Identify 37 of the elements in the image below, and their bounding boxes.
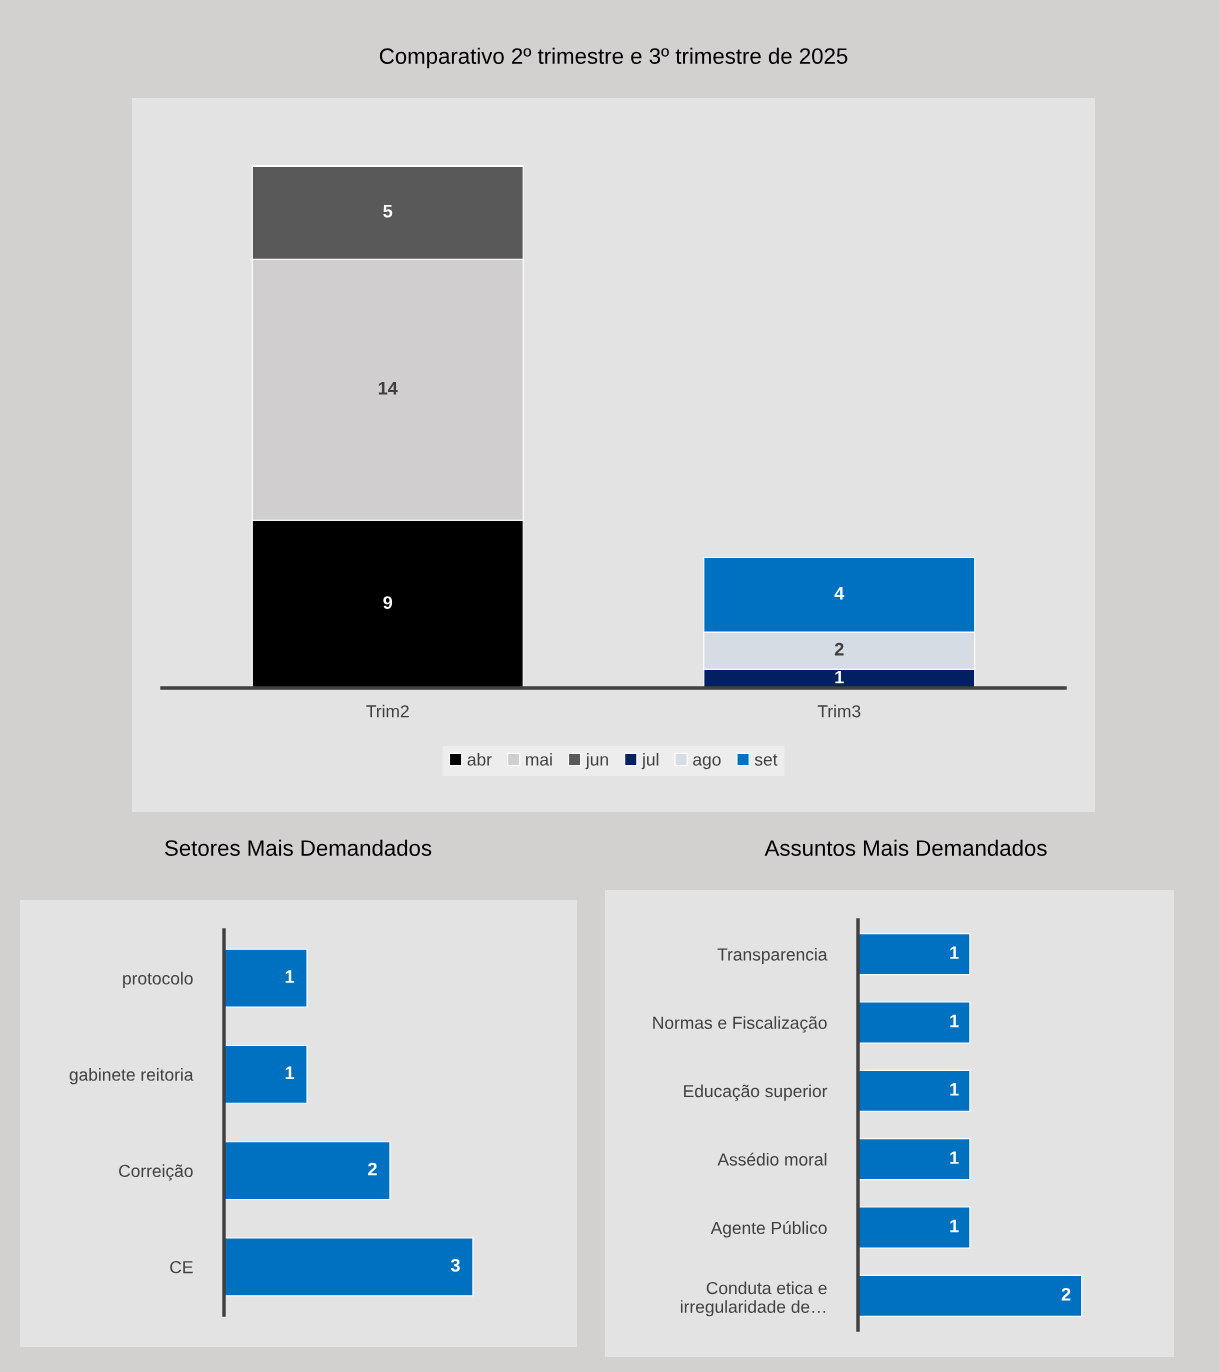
- y-tick-label: CE: [170, 1261, 193, 1274]
- y-tick-label: protocolo: [123, 971, 193, 989]
- data-label: 2: [834, 642, 844, 656]
- data-label: 1: [285, 970, 295, 983]
- y-tick-label: Assédio moral: [717, 1152, 827, 1166]
- data-label: 9: [383, 596, 393, 609]
- data-label: 1: [950, 946, 959, 959]
- chart-title: Assuntos Mais Demandados: [764, 839, 1047, 856]
- y-tick-label: Educação superior: [684, 1084, 828, 1101]
- data-label: 4: [834, 587, 845, 600]
- legend-label: set: [754, 754, 778, 766]
- data-label: 3: [450, 1258, 460, 1272]
- data-label: 2: [368, 1162, 377, 1176]
- legend-label: jul: [641, 752, 659, 770]
- data-label: 1: [835, 670, 844, 684]
- data-label: 2: [1061, 1287, 1071, 1301]
- legend-label: mai: [526, 752, 552, 766]
- data-label: 1: [950, 1083, 959, 1096]
- data-label: 14: [378, 382, 398, 395]
- chart-title: Comparativo 2º trimestre e 3º trimestre de 2025: [379, 47, 848, 69]
- x-tick-label: Trim2: [366, 704, 409, 718]
- y-tick-label: Conduta etica e irregularidade de…: [680, 1281, 827, 1317]
- y-tick-label: Agente Público: [710, 1221, 827, 1238]
- data-label: 1: [950, 1014, 959, 1028]
- y-tick-label: gabinete reitoria: [69, 1068, 194, 1085]
- legend-label: jun: [585, 752, 608, 770]
- chart-title: Setores Mais Demandados: [165, 839, 432, 856]
- data-label: 1: [950, 1219, 959, 1233]
- x-tick-label: Trim3: [817, 704, 861, 718]
- legend-label: abr: [467, 752, 492, 766]
- data-label: 5: [383, 204, 393, 218]
- y-tick-label: Normas e Fiscalização: [653, 1016, 827, 1033]
- data-label: 1: [950, 1151, 959, 1164]
- y-tick-label: Correição: [119, 1164, 193, 1181]
- data-label: 1: [285, 1066, 295, 1080]
- y-tick-label: Transparencia: [717, 947, 828, 965]
- legend-label: ago: [693, 756, 721, 770]
